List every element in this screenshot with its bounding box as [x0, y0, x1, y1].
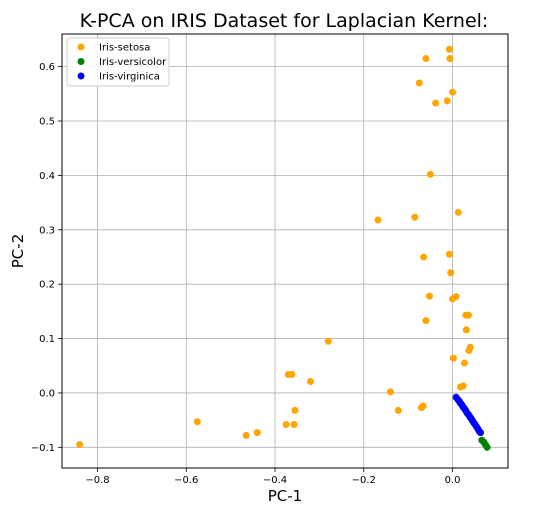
point-iris-setosa	[253, 429, 261, 437]
y-tick-label: −0.1	[31, 443, 55, 454]
legend-marker-versicolor	[77, 58, 85, 65]
legend-box	[66, 37, 170, 87]
point-iris-setosa	[445, 250, 453, 258]
x-tick-label: −0.6	[174, 475, 198, 486]
point-iris-setosa	[449, 88, 457, 96]
point-iris-setosa	[193, 418, 201, 426]
point-iris-setosa	[452, 293, 460, 301]
point-iris-setosa	[426, 170, 434, 178]
point-iris-setosa	[386, 388, 394, 396]
x-tick-label: 0.0	[445, 475, 461, 486]
point-iris-setosa	[454, 208, 462, 216]
point-iris-setosa	[76, 441, 84, 449]
x-tick-label: −0.4	[263, 475, 287, 486]
point-iris-setosa	[415, 79, 423, 87]
point-iris-setosa	[374, 216, 382, 224]
grid-lines	[62, 34, 508, 468]
x-tick-label: −0.8	[85, 475, 109, 486]
data-points	[76, 45, 491, 451]
point-iris-setosa	[443, 97, 451, 105]
y-tick-label: 0.5	[39, 117, 55, 128]
point-iris-setosa	[394, 406, 402, 414]
point-iris-setosa	[447, 269, 455, 277]
legend-label-setosa: Iris-setosa	[99, 43, 150, 54]
y-axis-label: PC-2	[9, 234, 27, 268]
point-iris-versicolor	[483, 443, 491, 451]
point-iris-setosa	[420, 253, 428, 261]
point-iris-setosa	[449, 354, 457, 362]
y-tick-label: 0.6	[39, 62, 55, 73]
point-iris-setosa	[461, 359, 469, 367]
point-iris-setosa	[466, 343, 474, 351]
plot-area-frame	[61, 33, 509, 469]
x-tick-label: −0.2	[352, 475, 376, 486]
point-iris-setosa	[290, 420, 298, 428]
point-iris-setosa	[419, 402, 427, 410]
point-iris-setosa	[307, 378, 315, 386]
point-iris-setosa	[291, 406, 299, 414]
y-tick-label: 0.1	[39, 334, 55, 345]
legend-label-virginica: Iris-virginica	[99, 72, 160, 83]
point-iris-setosa	[465, 311, 473, 319]
legend-label-versicolor: Iris-versicolor	[99, 57, 167, 68]
y-tick-label: 0.2	[39, 280, 55, 291]
point-iris-setosa	[422, 54, 430, 62]
legend: Iris-setosa Iris-versicolor Iris-virgini…	[66, 37, 170, 87]
legend-marker-virginica	[77, 72, 85, 80]
point-iris-setosa	[446, 54, 454, 62]
point-iris-setosa	[324, 337, 332, 345]
y-axis-ticks: −0.1 0.0 0.1 0.2 0.3 0.4 0.5 0.6	[31, 62, 62, 454]
x-axis-ticks: −0.8 −0.6 −0.4 −0.2 0.0	[85, 468, 460, 486]
point-iris-virginica	[476, 429, 484, 437]
point-iris-setosa	[242, 431, 250, 439]
y-tick-label: 0.3	[39, 225, 55, 236]
chart-title: K-PCA on IRIS Dataset for Laplacian Kern…	[80, 10, 489, 32]
point-iris-setosa	[282, 420, 290, 428]
x-axis-label: PC-1	[268, 487, 302, 505]
point-iris-setosa	[462, 326, 470, 334]
y-tick-label: 0.0	[39, 388, 55, 399]
point-iris-setosa	[411, 213, 419, 221]
point-iris-setosa	[432, 99, 440, 107]
point-iris-setosa	[288, 370, 296, 378]
legend-marker-setosa	[77, 43, 85, 51]
point-iris-setosa	[459, 382, 467, 390]
point-iris-setosa	[425, 292, 433, 300]
point-iris-setosa	[445, 45, 453, 53]
point-iris-setosa	[422, 317, 430, 325]
y-tick-label: 0.4	[39, 171, 55, 182]
